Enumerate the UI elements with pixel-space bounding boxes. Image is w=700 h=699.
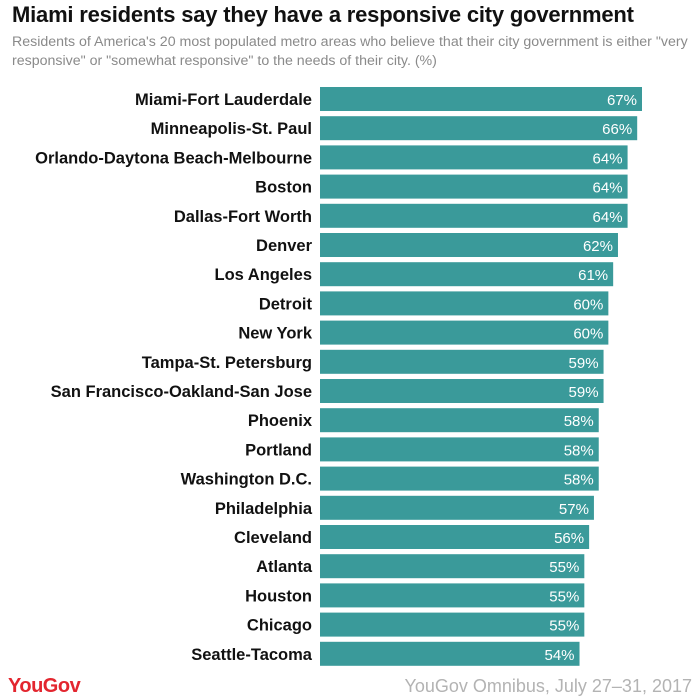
category-label: Orlando-Daytona Beach-Melbourne (35, 149, 312, 167)
value-label: 61% (578, 267, 608, 284)
value-label: 64% (593, 150, 623, 167)
value-label: 57% (559, 501, 589, 518)
source-note: YouGov Omnibus, July 27–31, 2017 (404, 676, 692, 696)
bar (320, 641, 580, 666)
category-label: Chicago (247, 617, 312, 635)
value-label: 56% (554, 530, 584, 547)
bar (320, 203, 628, 228)
value-label: 55% (549, 559, 579, 576)
category-label: Portland (245, 441, 312, 459)
value-label: 55% (549, 618, 579, 635)
bar (320, 612, 585, 637)
value-label: 60% (573, 326, 603, 343)
value-label: 64% (593, 209, 623, 226)
bar (320, 408, 599, 433)
value-label: 64% (593, 180, 623, 197)
bar (320, 554, 585, 579)
bar (320, 349, 604, 374)
category-label: San Francisco-Oakland-San Jose (51, 383, 312, 401)
category-label: New York (238, 325, 312, 343)
bar (320, 466, 599, 491)
value-label: 55% (549, 588, 579, 605)
value-label: 58% (564, 413, 594, 430)
category-label: Tampa-St. Petersburg (142, 354, 312, 372)
bar (320, 116, 638, 141)
category-label: Denver (256, 237, 313, 255)
bar (320, 437, 599, 462)
category-label: Boston (255, 179, 312, 197)
value-label: 62% (583, 238, 613, 255)
bar (320, 379, 604, 403)
category-label: Seattle-Tacoma (191, 646, 313, 664)
category-label: Cleveland (234, 529, 312, 547)
bar-chart: Miami-Fort Lauderdale 67% Minneapolis-St. … (35, 87, 642, 666)
bar (320, 262, 614, 287)
value-label: 54% (544, 647, 574, 664)
bar (320, 320, 609, 345)
category-label: Washington D.C. (181, 471, 312, 489)
category-label: Minneapolis-St. Paul (151, 120, 312, 138)
bar (320, 525, 590, 549)
category-label: Los Angeles (215, 266, 313, 284)
bar (320, 233, 618, 257)
value-label: 58% (564, 472, 594, 489)
bar (320, 583, 585, 608)
category-label: Phoenix (248, 412, 313, 430)
chart-title: Miami residents say they have a responsi… (12, 2, 634, 27)
value-label: 59% (569, 355, 599, 372)
value-label: 58% (564, 442, 594, 459)
bar (320, 145, 628, 170)
value-label: 60% (573, 296, 603, 313)
bar (320, 174, 628, 199)
value-label: 66% (602, 121, 632, 138)
yougov-logo: YouGov (8, 675, 81, 697)
bar (320, 495, 594, 520)
category-label: Houston (245, 587, 312, 605)
value-label: 59% (569, 384, 599, 401)
category-label: Philadelphia (215, 500, 313, 518)
category-label: Miami-Fort Lauderdale (135, 91, 312, 109)
category-label: Atlanta (256, 558, 313, 576)
category-label: Detroit (259, 295, 313, 313)
bar (320, 87, 642, 111)
category-label: Dallas-Fort Worth (174, 208, 312, 226)
value-label: 67% (607, 92, 637, 109)
bar (320, 291, 609, 316)
chart-subtitle: Residents of America's 20 most populated… (12, 34, 688, 69)
